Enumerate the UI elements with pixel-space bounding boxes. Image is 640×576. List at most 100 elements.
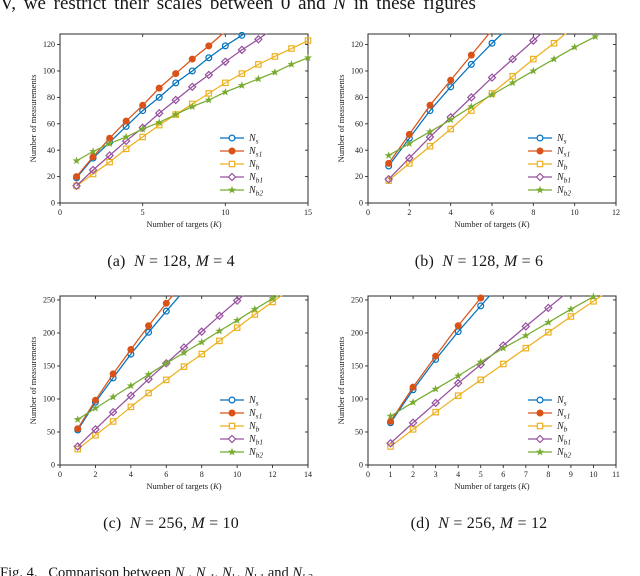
series-line-N_b — [388, 33, 567, 182]
y-tick-label: 200 — [43, 329, 55, 338]
y-tick-label: 250 — [43, 296, 55, 305]
y-tick-label: 20 — [355, 172, 363, 181]
legend-item-N_b1: Nb1 — [220, 172, 263, 185]
text-fragment: N — [292, 565, 303, 576]
text-fragment: = 10 — [204, 514, 239, 532]
y-tick-label: 120 — [43, 40, 55, 49]
chart-svg-c: 0 2 4 6 8 10 12 14 0 50 100 150 200 250 Number of targ… — [26, 290, 316, 495]
x-tick-label: 14 — [304, 470, 312, 479]
legend-item-N_b2: Nb2 — [220, 447, 263, 460]
x-tick-label: 0 — [366, 470, 370, 479]
x-tick-label: 8 — [546, 470, 550, 479]
text-fragment: M — [503, 252, 518, 270]
x-axis-label: Number of targets (K) — [146, 219, 221, 229]
x-tick-label: 3 — [434, 470, 438, 479]
series-markers-N_s1 — [73, 42, 213, 181]
text-fragment: (d) — [410, 514, 439, 532]
series-line-N_b1 — [388, 33, 543, 180]
x-tick-label: 10 — [221, 208, 229, 217]
legend-label: Nb2 — [556, 447, 571, 459]
legend-item-N_b: Nb — [220, 421, 260, 434]
y-tick-label: 200 — [351, 329, 363, 338]
text-fragment: , — [188, 565, 196, 576]
x-axis-label: Number of targets (K) — [454, 219, 529, 229]
chart-svg-a: 0 5 10 15 0 20 40 60 80 100 120 Number of targets (… — [26, 28, 316, 233]
y-tick-label: 60 — [47, 119, 55, 128]
x-axis-label: Number of targets (K) — [454, 481, 529, 491]
legend-label: Ns1 — [556, 146, 570, 158]
series-line-N_b — [390, 295, 603, 448]
chart-background — [26, 290, 316, 495]
x-tick-label: 10 — [571, 208, 579, 217]
x-tick-label: 10 — [589, 470, 597, 479]
series-markers-N_b1 — [73, 296, 242, 451]
subplot-c: 0 2 4 6 8 10 12 14 0 50 100 150 200 250 Number of targ… — [26, 290, 316, 552]
legend-item-N_s1: Ns1 — [528, 146, 570, 159]
axes-box — [367, 295, 617, 466]
x-tick-label: 4 — [129, 470, 133, 479]
chart-background — [334, 290, 624, 495]
text-fragment: M — [499, 514, 514, 532]
x-tick-label: 0 — [58, 208, 62, 217]
y-tick-label: 50 — [47, 428, 55, 437]
x-tick-label: 6 — [501, 470, 505, 479]
axes-box — [59, 33, 309, 204]
legend-item-N_b: Nb — [528, 159, 568, 172]
y-tick-label: 0 — [51, 199, 55, 208]
x-tick-label: 12 — [269, 470, 277, 479]
legend-item-N_s: Ns — [528, 133, 567, 146]
x-tick-label: 2 — [411, 470, 415, 479]
x-tick-label: 2 — [407, 208, 411, 217]
subplot-b-chart: 0 2 4 6 8 10 12 0 20 40 60 80 100 120 Number of target… — [334, 28, 624, 233]
legend-item-N_b1: Nb1 — [528, 172, 571, 185]
legend-item-N_b2: Nb2 — [528, 185, 571, 198]
x-tick-label: 8 — [531, 208, 535, 217]
y-tick-label: 100 — [43, 67, 55, 76]
y-axis-label: Number of measurements — [336, 337, 346, 425]
y-tick-label: 100 — [43, 395, 55, 404]
legend-label: Nb2 — [556, 185, 571, 197]
text-fragment: and — [264, 565, 293, 576]
y-tick-label: 80 — [47, 93, 55, 102]
series-markers-N_b2 — [384, 32, 600, 159]
text-fragment: in these figures — [346, 0, 476, 14]
text-fragment: = 4 — [208, 252, 235, 270]
text-fragment: , — [214, 565, 222, 576]
text-fragment: = 128, — [144, 252, 196, 270]
text-fragment: V, we restrict their scales between 0 an… — [0, 0, 334, 14]
text-fragment: (b) — [414, 252, 443, 270]
legend-label: Nb1 — [248, 172, 263, 184]
x-tick-label: 5 — [479, 470, 483, 479]
x-tick-label: 5 — [141, 208, 145, 217]
series-markers-N_b — [74, 298, 276, 453]
tick-labels: 0 1 2 3 4 5 6 7 8 9 10 11 0 50 100 150 200 250 — [351, 296, 620, 479]
y-tick-label: 40 — [47, 146, 55, 155]
y-tick-label: 0 — [359, 461, 363, 470]
text-fragment: = 256, — [140, 514, 192, 532]
x-tick-label: 7 — [524, 470, 528, 479]
tick-labels: 0 5 10 15 0 20 40 60 80 100 120 — [43, 40, 312, 217]
text-fragment: Fig. 4. Comparison between — [0, 565, 175, 576]
legend-label: Nb1 — [248, 434, 263, 446]
subplot-d-chart: 0 1 2 3 4 5 6 7 8 9 10 11 0 50 100 150 200 250 Number of t… — [334, 290, 624, 495]
series-markers-N_b1 — [72, 34, 263, 191]
x-axis-label: Number of targets (K) — [146, 481, 221, 491]
body-text-line: V, we restrict their scales between 0 an… — [0, 0, 640, 28]
subplot-a-chart: 0 5 10 15 0 20 40 60 80 100 120 Number of targets (… — [26, 28, 316, 233]
x-tick-label: 2 — [93, 470, 97, 479]
text-fragment: b1 — [254, 573, 264, 576]
legend-label: Nb — [556, 159, 568, 171]
series-line-N_s1 — [390, 295, 484, 422]
axis-ticks — [365, 34, 617, 206]
legend-item-N_b: Nb — [220, 159, 260, 172]
series-line-N_b2 — [390, 296, 594, 417]
legend-label: Nb — [556, 421, 568, 433]
text-fragment: M — [191, 514, 205, 532]
legend-label: Ns — [556, 395, 567, 407]
text-fragment: N — [195, 565, 206, 576]
series-markers-N_s1 — [385, 51, 475, 167]
